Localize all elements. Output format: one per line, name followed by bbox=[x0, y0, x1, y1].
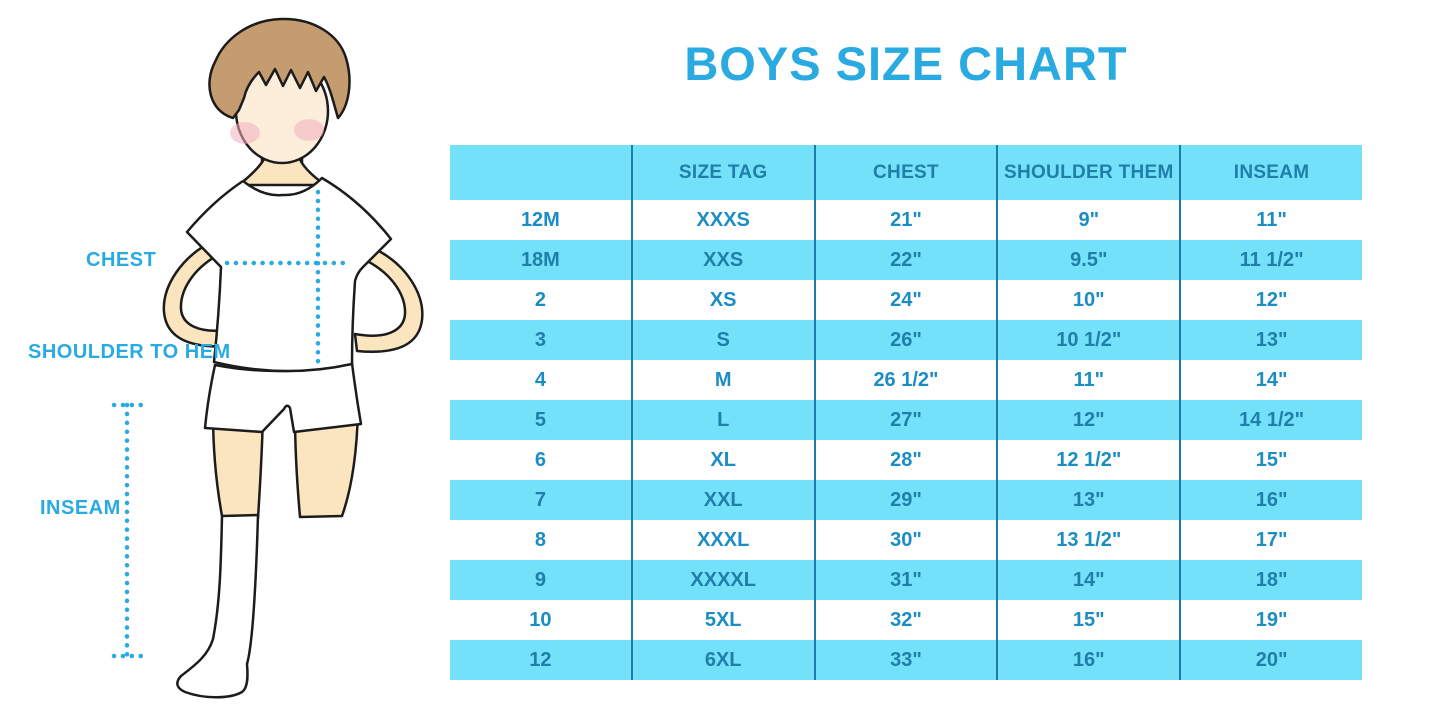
table-header-row: SIZE TAG CHEST SHOULDER THEM INSEAM bbox=[450, 145, 1362, 200]
page-title: BOYS SIZE CHART bbox=[684, 37, 1128, 90]
table-cell: 9" bbox=[996, 200, 1179, 240]
table-cell: XS bbox=[630, 280, 814, 320]
column-header: CHEST bbox=[813, 145, 997, 200]
column-header: SIZE TAG bbox=[630, 145, 814, 200]
table-cell: 32" bbox=[813, 600, 997, 640]
table-cell: 24" bbox=[813, 280, 997, 320]
boy-hair bbox=[208, 17, 351, 120]
table-row: 18M XXS 22" 9.5" 11 1/2" bbox=[450, 240, 1362, 280]
chest-label: CHEST bbox=[86, 249, 157, 271]
table-row: 3 S 26" 10 1/2" 13" bbox=[450, 320, 1362, 360]
boy-cheek bbox=[230, 122, 260, 144]
table-row: 7 XXL 29" 13" 16" bbox=[450, 480, 1362, 520]
table-cell: XXL bbox=[630, 480, 814, 520]
table-cell: 9.5" bbox=[996, 240, 1179, 280]
table-cell: 13" bbox=[996, 480, 1179, 520]
table-cell: 26" bbox=[813, 320, 997, 360]
table-cell: 22" bbox=[813, 240, 997, 280]
table-cell: 11 1/2" bbox=[1179, 240, 1362, 280]
table-cell: 8 bbox=[534, 528, 546, 551]
column-header bbox=[450, 145, 631, 200]
table-cell: 12" bbox=[996, 400, 1179, 440]
boy-measurement-illustration bbox=[111, 17, 424, 699]
table-cell: 28" bbox=[813, 440, 997, 480]
table-row: 8 XXXL 30" 13 1/2" 17" bbox=[450, 520, 1362, 560]
table-cell: 5 bbox=[534, 408, 546, 431]
column-header: INSEAM bbox=[1179, 145, 1362, 200]
table-cell: M bbox=[630, 360, 814, 400]
table-cell: 16" bbox=[996, 640, 1179, 680]
table-row: 10 5XL 32" 15" 19" bbox=[450, 600, 1362, 640]
table-cell: 5XL bbox=[630, 600, 814, 640]
table-cell: XXS bbox=[630, 240, 814, 280]
table-cell: XL bbox=[630, 440, 814, 480]
table-row: 4 M 26 1/2" 11" 14" bbox=[450, 360, 1362, 400]
table-cell: 10 1/2" bbox=[996, 320, 1179, 360]
boy-shirt bbox=[185, 176, 393, 373]
boy-right-leg bbox=[293, 409, 360, 519]
table-cell: S bbox=[630, 320, 814, 360]
table-cell: 21" bbox=[813, 200, 997, 240]
boy-left-sock bbox=[176, 513, 260, 699]
table-cell: L bbox=[630, 400, 814, 440]
boy-cheek bbox=[294, 119, 324, 141]
table-cell: 29" bbox=[813, 480, 997, 520]
table-cell: 12M bbox=[520, 208, 560, 231]
table-cell: 18M bbox=[520, 248, 560, 271]
table-cell: 12 bbox=[529, 648, 552, 671]
size-chart-table: SIZE TAG CHEST SHOULDER THEM INSEAM 12M XXXS 2… bbox=[450, 145, 1362, 680]
table-row: 2 XS 24" 10" 12" bbox=[450, 280, 1362, 320]
table-row: 12M XXXS 21" 9" 11" bbox=[450, 200, 1362, 240]
table-cell: 2 bbox=[534, 288, 546, 311]
table-cell: 33" bbox=[813, 640, 997, 680]
inseam-dimension-line bbox=[111, 402, 146, 659]
table-cell: 19" bbox=[1179, 600, 1362, 640]
table-cell: 20" bbox=[1179, 640, 1362, 680]
table-cell: 10" bbox=[996, 280, 1179, 320]
table-cell: 30" bbox=[813, 520, 997, 560]
boy-face bbox=[230, 57, 330, 165]
table-row: 9 XXXXL 31" 14" 18" bbox=[450, 560, 1362, 600]
table-cell: 10 bbox=[529, 608, 552, 631]
boy-right-arm bbox=[353, 247, 424, 353]
table-cell: 6 bbox=[534, 448, 546, 471]
table-cell: 14 1/2" bbox=[1179, 400, 1362, 440]
table-cell: 11" bbox=[996, 360, 1179, 400]
table-cell: 13 1/2" bbox=[996, 520, 1179, 560]
boy-shorts bbox=[203, 361, 363, 434]
table-cell: 26 1/2" bbox=[813, 360, 997, 400]
table-row: 5 L 27" 12" 14 1/2" bbox=[450, 400, 1362, 440]
shoulder-to-hem-label: SHOULDER TO HEM bbox=[28, 341, 231, 363]
table-cell: 14" bbox=[996, 560, 1179, 600]
table-cell: 13" bbox=[1179, 320, 1362, 360]
table-cell: 9 bbox=[534, 568, 546, 591]
table-cell: 12 1/2" bbox=[996, 440, 1179, 480]
table-cell: 15" bbox=[1179, 440, 1362, 480]
table-cell: 18" bbox=[1179, 560, 1362, 600]
table-cell: 27" bbox=[813, 400, 997, 440]
table-cell: 12" bbox=[1179, 280, 1362, 320]
table-cell: 15" bbox=[996, 600, 1179, 640]
table-cell: XXXXL bbox=[630, 560, 814, 600]
table-cell: 14" bbox=[1179, 360, 1362, 400]
table-row: 12 6XL 33" 16" 20" bbox=[450, 640, 1362, 680]
table-cell: 31" bbox=[813, 560, 997, 600]
table-cell: 17" bbox=[1179, 520, 1362, 560]
table-cell: 3 bbox=[534, 328, 546, 351]
column-header: SHOULDER THEM bbox=[996, 145, 1179, 200]
table-cell: XXXL bbox=[630, 520, 814, 560]
table-row: 6 XL 28" 12 1/2" 15" bbox=[450, 440, 1362, 480]
table-cell: 6XL bbox=[630, 640, 814, 680]
table-cell: 7 bbox=[534, 488, 546, 511]
inseam-label: INSEAM bbox=[40, 497, 121, 519]
table-cell: XXXS bbox=[630, 200, 814, 240]
table-cell: 11" bbox=[1179, 200, 1362, 240]
table-cell: 4 bbox=[534, 368, 546, 391]
table-cell: 16" bbox=[1179, 480, 1362, 520]
